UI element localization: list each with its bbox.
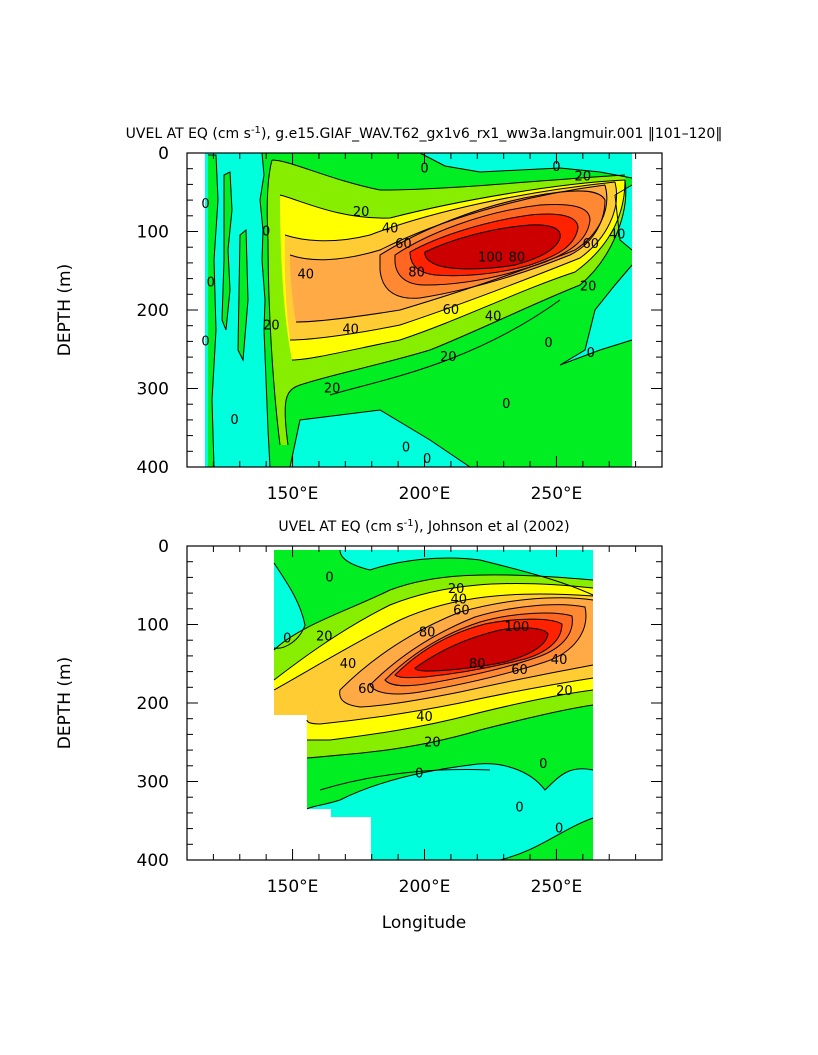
contour-label: 40 <box>485 309 502 324</box>
x-tick-label: 250°E <box>531 484 583 504</box>
contour-label: 0 <box>423 452 431 467</box>
x-tick-label: 150°E <box>267 877 319 897</box>
contour-label: 60 <box>511 663 528 678</box>
contour-band-c_neg <box>560 265 632 365</box>
contour-label: 80 <box>419 625 436 640</box>
contour-label: 0 <box>420 162 428 177</box>
contour-label: 20 <box>575 170 592 185</box>
panel-2-ticks <box>187 546 662 860</box>
x-tick-label: 200°E <box>399 484 451 504</box>
y-tick-label: 100 <box>137 223 169 243</box>
contour-label: 0 <box>207 276 215 291</box>
contour-label: 40 <box>297 268 314 283</box>
y-tick-label: 400 <box>137 851 169 871</box>
contour-label: 20 <box>263 319 280 334</box>
contour-label: 40 <box>551 653 568 668</box>
contour-band-c_100 <box>424 224 561 269</box>
contour-label: 40 <box>416 710 433 725</box>
contour-label: 0 <box>544 336 552 351</box>
contour-band-c_100 <box>415 627 548 671</box>
y-tick-label: 300 <box>137 380 169 400</box>
contour-label: 0 <box>587 346 595 361</box>
contour-band-c_neg <box>307 763 593 860</box>
panel-1-ticks <box>187 153 662 467</box>
contour-label: 20 <box>580 279 597 294</box>
contour-label: 80 <box>469 657 486 672</box>
x-tick-label: 150°E <box>267 484 319 504</box>
contour-label: 0 <box>515 800 523 815</box>
y-tick-label: 200 <box>137 301 169 321</box>
contour-label: 40 <box>340 657 357 672</box>
y-tick-label: 0 <box>158 144 169 164</box>
contour-label: 100 <box>478 250 503 265</box>
contour-label: 100 <box>504 620 529 635</box>
contour-label: 0 <box>402 440 410 455</box>
contour-label: 0 <box>230 413 238 428</box>
contour-label: 40 <box>451 592 468 607</box>
contour-label: 20 <box>353 205 370 220</box>
y-tick-label: 300 <box>137 773 169 793</box>
contour-band-c_neg <box>420 153 632 178</box>
contour-band-c_neg <box>340 550 593 595</box>
contour-label: 40 <box>609 228 626 243</box>
x-tick-label: 200°E <box>399 877 451 897</box>
y-tick-label: 100 <box>137 616 169 636</box>
x-tick-label: 250°E <box>531 877 583 897</box>
contour-lines <box>273 549 594 860</box>
y-tick-label: 400 <box>137 458 169 478</box>
contour-label: 0 <box>262 225 270 240</box>
contour-label: 40 <box>382 221 399 236</box>
contour-label: 0 <box>415 767 423 782</box>
panel-2-xlabel: Longitude <box>382 913 467 933</box>
contour-label: 0 <box>539 757 547 772</box>
contour-label: 0 <box>283 632 291 647</box>
y-tick-label: 200 <box>137 694 169 714</box>
contour-label: 60 <box>582 237 599 252</box>
contour-band-c_neg <box>205 153 270 467</box>
contour-label: 80 <box>408 265 425 280</box>
contour-band-c_neg <box>290 410 470 467</box>
contour-label: 60 <box>443 303 460 318</box>
contour-label: 0 <box>552 160 560 175</box>
panel-2-ylabel: DEPTH (m) <box>55 657 75 749</box>
panel-1-title: UVEL AT EQ (cm s-1), g.e15.GIAF_WAV.T62_… <box>126 125 723 143</box>
contour-label: 60 <box>453 603 470 618</box>
panel-2-title: UVEL AT EQ (cm s-1), Johnson et al (2002… <box>278 518 569 536</box>
contour-label: 0 <box>325 570 333 585</box>
contour-label: 20 <box>440 350 457 365</box>
contour-label: 20 <box>316 629 333 644</box>
y-tick-label: 0 <box>158 537 169 557</box>
panel-1-ylabel: DEPTH (m) <box>55 264 75 356</box>
contour-lines <box>208 153 633 467</box>
contour-label: 60 <box>395 237 412 252</box>
contour-band-c_neg <box>274 563 305 649</box>
contour-label: 40 <box>342 323 359 338</box>
contour-label: 20 <box>424 735 441 750</box>
contour-label: 60 <box>358 682 375 697</box>
contour-label: 20 <box>448 582 465 597</box>
contour-label: 0 <box>502 397 510 412</box>
contour-label: 0 <box>201 197 209 212</box>
contour-label: 20 <box>324 382 341 397</box>
contour-label: 80 <box>509 250 526 265</box>
contour-label: 20 <box>556 684 573 699</box>
contour-label: 0 <box>555 822 563 837</box>
contour-label: 0 <box>201 334 209 349</box>
